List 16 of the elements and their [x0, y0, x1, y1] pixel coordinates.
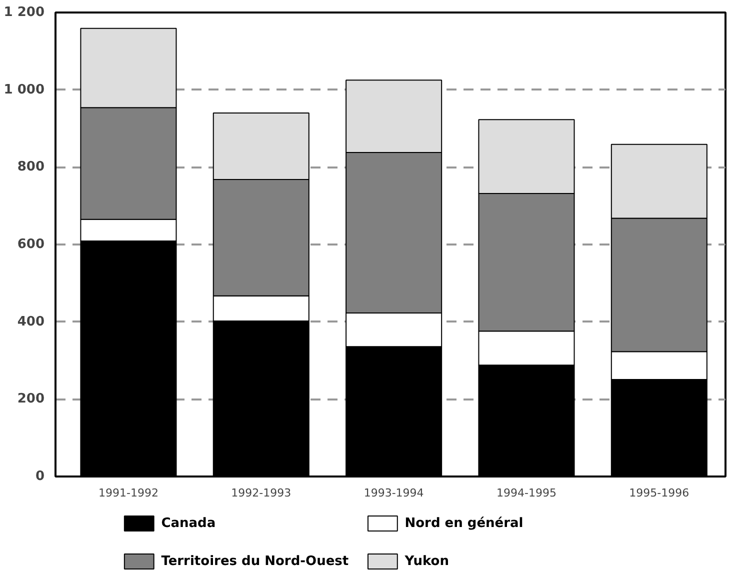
x-tick-label: 1995-1996 — [629, 486, 690, 500]
x-tick-label: 1992-1993 — [231, 486, 292, 500]
legend-label: Territoires du Nord-Ouest — [161, 554, 349, 569]
x-tick-label: 1993-1994 — [364, 486, 424, 500]
x-tick-label: 1991-1992 — [98, 486, 158, 500]
legend-label: Nord en général — [404, 516, 524, 531]
y-tick-label: 200 — [17, 392, 45, 407]
legend-label: Canada — [161, 516, 216, 531]
y-tick-label: 1 000 — [4, 82, 45, 98]
y-tick-label: 1 200 — [4, 5, 45, 20]
y-tick-label: 800 — [17, 160, 45, 175]
y-tick-label: 0 — [35, 469, 44, 484]
y-tick-label: 400 — [17, 314, 45, 330]
x-tick-label: 1994-1995 — [496, 486, 556, 500]
legend-label: Yukon — [404, 554, 449, 569]
y-tick-label: 600 — [17, 237, 45, 252]
